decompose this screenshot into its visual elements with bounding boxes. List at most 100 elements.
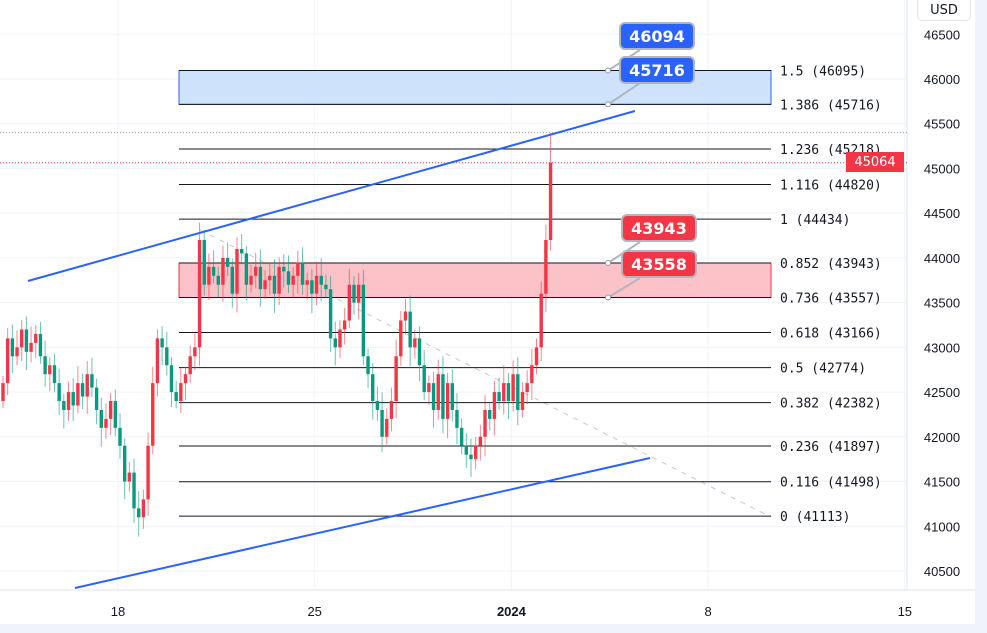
candle-body (235, 248, 239, 294)
candle (90, 357, 94, 398)
candle (268, 262, 272, 295)
candle-body (29, 342, 33, 352)
candle-body (151, 383, 155, 446)
candle (422, 350, 426, 401)
candle-body (314, 275, 319, 294)
candle (380, 392, 384, 453)
candle (118, 413, 122, 459)
fib-level-label: 0.116 (41498) (780, 476, 882, 491)
candle-body (258, 266, 263, 290)
candle-body (497, 392, 501, 402)
time-tick-label: 8 (704, 604, 711, 619)
candle-body (478, 436, 483, 446)
price-tick-label: 44500 (924, 206, 960, 221)
candle-body (99, 409, 103, 428)
candle (488, 402, 492, 431)
candle (1, 375, 5, 409)
candle (76, 365, 80, 414)
candle-body (469, 454, 473, 460)
candle (179, 368, 183, 414)
candle-body (10, 338, 15, 357)
candle (534, 338, 539, 375)
candle (113, 389, 118, 437)
candle-body (122, 445, 127, 482)
fib-level-label: 1 (44434) (780, 213, 850, 228)
candle-body (403, 311, 408, 321)
candle (277, 257, 281, 306)
candle-body (408, 311, 412, 348)
candle (286, 255, 291, 294)
candle (310, 269, 314, 314)
candle-body (389, 401, 394, 419)
candle (160, 326, 164, 366)
candle (230, 258, 235, 308)
candle-body (108, 401, 113, 419)
candle-body (375, 401, 380, 410)
zone-label-top: 43943 (623, 216, 695, 240)
price-tick-label: 42000 (924, 430, 960, 445)
zone-label-bottom: 43558 (623, 252, 695, 276)
anchor-point (605, 259, 611, 266)
candle-body (113, 401, 118, 428)
zone-label-top: 46094 (621, 24, 693, 48)
fib-level-label: 0.618 (43166) (780, 327, 882, 342)
candle-body (211, 266, 216, 276)
candle-body (427, 383, 431, 393)
candle-body (94, 387, 99, 410)
candle (356, 272, 361, 320)
candle (132, 458, 136, 524)
candle (333, 321, 337, 366)
candle-body (300, 262, 305, 285)
candle-body (104, 418, 108, 428)
candle-body (459, 427, 464, 446)
candle-body (71, 392, 75, 406)
candle (94, 378, 99, 425)
candle-body (197, 240, 202, 348)
anchor-point (605, 101, 611, 108)
candle-body (48, 365, 52, 375)
candle-body (85, 374, 89, 397)
candle (104, 403, 108, 440)
candle-body (356, 284, 361, 303)
candle-body (118, 427, 122, 446)
price-tick-label: 46000 (924, 72, 960, 87)
price-tick-label: 40500 (924, 564, 960, 579)
candle-body (216, 275, 220, 285)
candle-body (371, 374, 375, 402)
candle (473, 437, 478, 470)
candle (544, 224, 548, 313)
candle-body (165, 347, 169, 366)
scrollbar (975, 0, 987, 633)
candle-body (548, 162, 553, 241)
candle-body (544, 240, 548, 294)
candle-body (141, 499, 146, 518)
candle-body (502, 383, 506, 402)
candle-body (20, 329, 24, 348)
currency-button[interactable]: USD (917, 0, 971, 21)
candle (361, 269, 366, 366)
candle-body (539, 293, 543, 348)
candle-body (328, 289, 333, 339)
fib-trend-line (199, 229, 772, 518)
candle (207, 253, 211, 301)
candle-body (385, 418, 389, 437)
candle (258, 249, 263, 307)
fib-level-label: 1.5 (46095) (780, 65, 866, 80)
candle (502, 365, 506, 415)
candle-body (516, 374, 520, 410)
candle (141, 489, 146, 529)
channel-upper-line (27, 110, 636, 282)
candle-body (76, 383, 80, 406)
candle-body (305, 280, 309, 285)
candle (108, 392, 113, 435)
candle (539, 281, 543, 362)
candle-body (188, 356, 192, 375)
fib-level-label: 0.736 (43557) (780, 292, 882, 307)
candle (506, 372, 511, 420)
candle-body (38, 333, 43, 357)
candle-body (174, 392, 178, 402)
candle (52, 353, 57, 393)
candle (464, 432, 469, 468)
candle-body (455, 409, 459, 428)
